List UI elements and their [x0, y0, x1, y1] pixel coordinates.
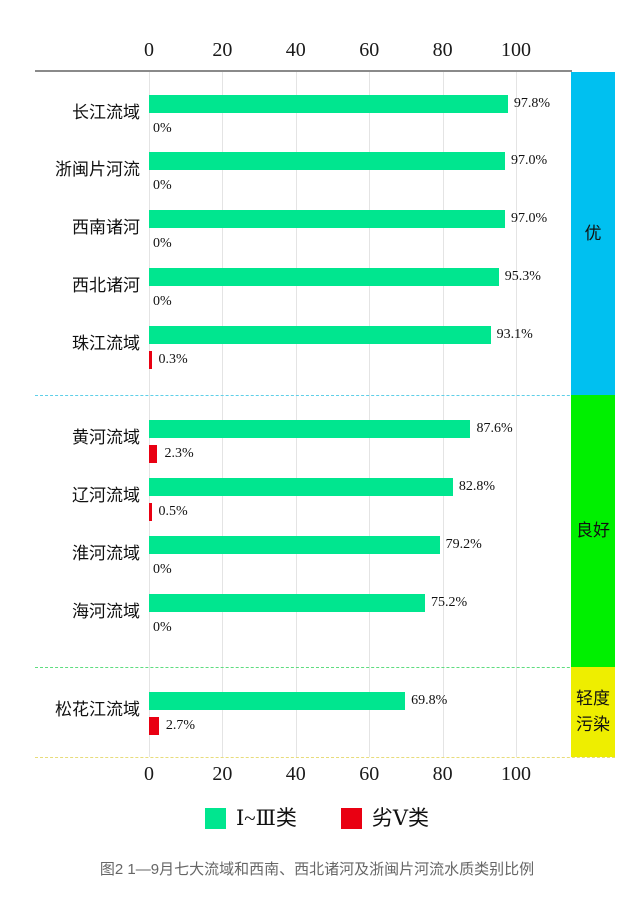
green-bar-6 [149, 420, 471, 438]
category-label-2: 浙闽片河流 [55, 160, 140, 179]
green-bar-7 [149, 478, 453, 496]
top-axis-tick-100: 100 [501, 39, 531, 61]
red-bar-value-8: 0% [153, 562, 172, 577]
band-separator-2 [35, 667, 615, 668]
legend-label-2: 劣Ⅴ类 [371, 806, 430, 830]
green-bar-value-1: 97.8% [513, 96, 551, 111]
legend-swatch-2 [340, 807, 362, 829]
green-bar-value-4: 95.3% [504, 269, 541, 284]
green-bar-value-2: 97.0% [510, 153, 548, 168]
band-separator-1 [35, 395, 615, 396]
legend-swatch-1 [204, 807, 226, 829]
gridline-0 [149, 72, 150, 757]
red-bar-value-3: 0% [153, 236, 172, 251]
red-bar-10 [149, 717, 159, 735]
gridline-40 [295, 72, 297, 757]
red-bar-value-5: 0.3% [158, 352, 188, 367]
chart-legend: Ⅰ~Ⅲ类 劣Ⅴ类 [0, 806, 634, 830]
gridline-80 [442, 72, 444, 757]
top-axis-tick-80: 80 [432, 39, 453, 61]
quality-band-label-line-1: 良好 [576, 521, 610, 540]
red-bar-value-2: 0% [153, 178, 172, 193]
category-label-3: 西南诸河 [72, 218, 140, 237]
green-bar-2 [149, 152, 505, 170]
top-axis-line [35, 70, 572, 72]
bottom-axis-tick-40: 40 [285, 763, 306, 785]
top-axis-tick-60: 60 [359, 39, 380, 61]
red-bar-value-10: 2.7% [165, 718, 196, 733]
green-bar-value-6: 87.6% [476, 421, 513, 436]
green-bar-value-8: 79.2% [445, 537, 482, 552]
green-bar-value-7: 82.8% [458, 479, 496, 494]
quality-band-1: 优 [571, 72, 615, 395]
red-bar-value-1: 0% [153, 121, 172, 136]
legend-item-1: Ⅰ~Ⅲ类 [204, 806, 297, 830]
green-bar-value-9: 75.2% [430, 595, 468, 610]
quality-band-label-line-1: 优 [584, 223, 602, 243]
category-label-6: 黄河流域 [72, 428, 140, 447]
category-label-10: 松花江流域 [55, 700, 140, 719]
top-axis-tick-0: 0 [144, 39, 154, 61]
green-bar-3 [149, 210, 505, 228]
bottom-axis-tick-60: 60 [359, 763, 380, 785]
bottom-axis-tick-20: 20 [212, 763, 233, 785]
gridline-100 [516, 72, 517, 757]
quality-band-label-line-2: 污染 [576, 715, 610, 734]
bottom-axis-tick-0: 0 [144, 763, 154, 785]
quality-band-2: 良好 [571, 395, 615, 667]
red-bar-value-6: 2.3% [164, 446, 194, 461]
green-bar-value-10: 69.8% [411, 693, 448, 708]
gridline-20 [222, 72, 224, 757]
legend-label-1: Ⅰ~Ⅲ类 [235, 806, 297, 830]
top-axis-tick-40: 40 [285, 39, 306, 61]
category-label-4: 西北诸河 [72, 276, 140, 295]
red-bar-value-7: 0.5% [158, 504, 188, 519]
category-label-8: 淮河流域 [72, 544, 140, 563]
category-label-1: 长江流域 [72, 103, 140, 122]
red-bar-6 [149, 445, 158, 463]
legend-item-2: 劣Ⅴ类 [340, 806, 430, 830]
category-label-9: 海河流域 [72, 602, 140, 621]
green-bar-1 [149, 95, 508, 113]
green-bar-8 [149, 536, 440, 554]
green-bar-4 [149, 268, 499, 286]
green-bar-5 [149, 326, 491, 344]
green-bar-value-3: 97.0% [510, 211, 548, 226]
quality-band-label-line-1: 轻度 [576, 689, 610, 708]
red-bar-value-9: 0% [153, 620, 172, 635]
bottom-axis-tick-80: 80 [432, 763, 453, 785]
bottom-axis-tick-100: 100 [501, 763, 531, 785]
band-separator-3 [35, 757, 615, 758]
quality-band-3: 轻度 污染 [571, 667, 615, 757]
gridline-60 [369, 72, 371, 757]
green-bar-10 [149, 692, 406, 710]
chart-caption: 图2 1—9月七大流域和西南、西北诸河及浙闽片河流水质类别比例 [99, 861, 535, 878]
category-label-7: 辽河流域 [72, 486, 140, 505]
green-bar-9 [149, 594, 425, 612]
red-bar-5 [149, 351, 152, 369]
green-bar-value-5: 93.1% [496, 327, 533, 342]
category-label-5: 珠江流域 [72, 334, 140, 353]
top-axis-tick-20: 20 [212, 39, 233, 61]
red-bar-7 [149, 503, 152, 521]
red-bar-value-4: 0% [153, 294, 172, 309]
